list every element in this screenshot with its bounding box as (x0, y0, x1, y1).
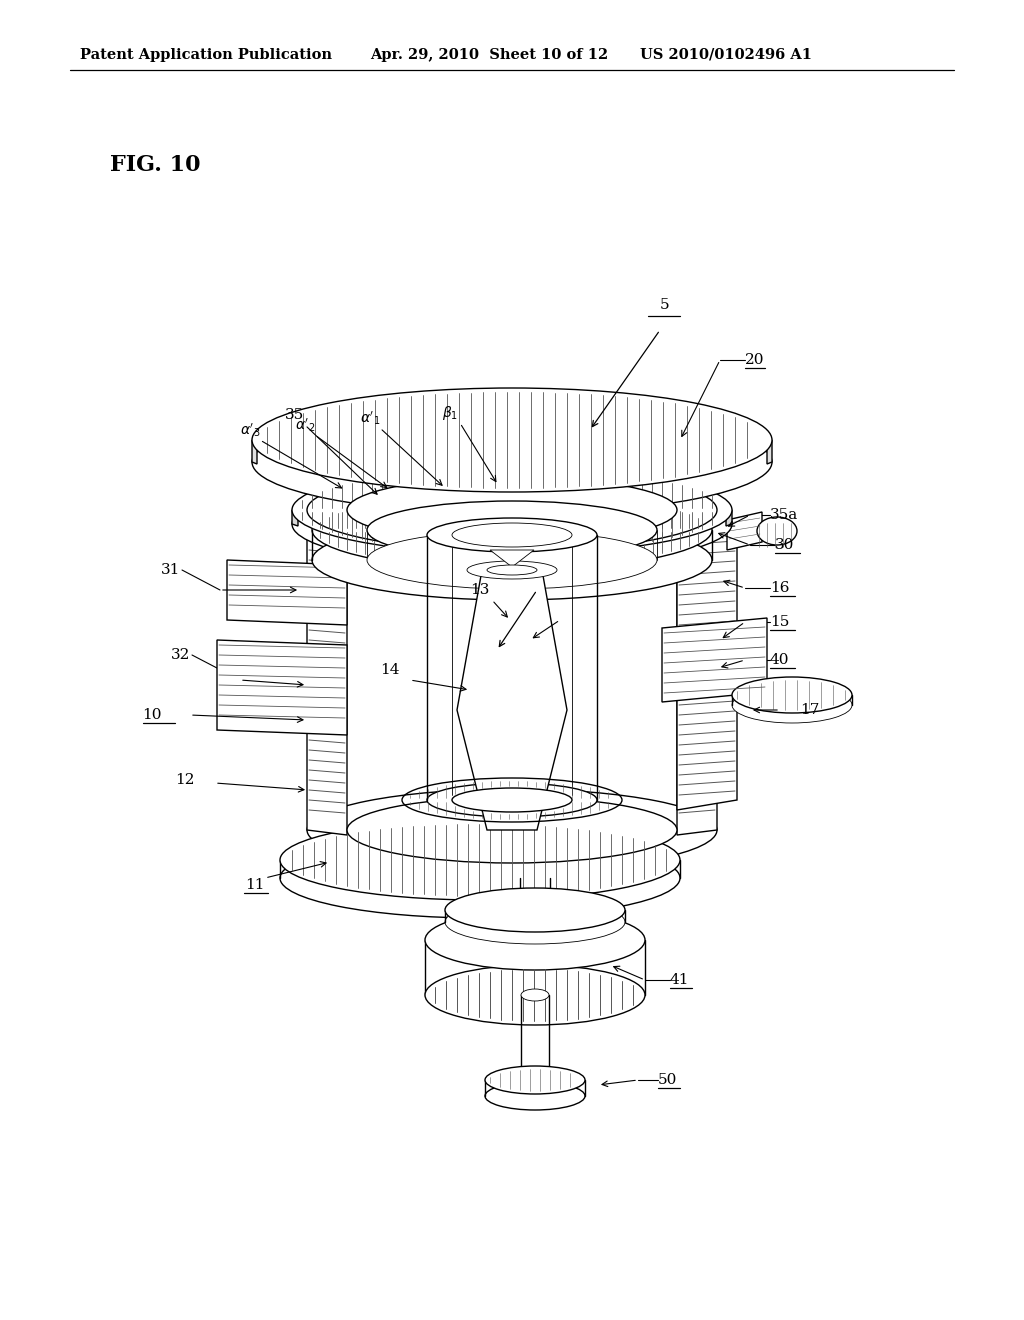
Text: 15: 15 (770, 615, 790, 630)
Ellipse shape (307, 469, 717, 550)
Polygon shape (292, 510, 298, 525)
Ellipse shape (445, 900, 625, 944)
Ellipse shape (367, 502, 657, 558)
Text: $\alpha'_3$: $\alpha'_3$ (240, 421, 260, 438)
Ellipse shape (732, 677, 852, 713)
Ellipse shape (422, 492, 602, 528)
Text: FIG. 10: FIG. 10 (110, 154, 201, 176)
Text: 35: 35 (286, 408, 304, 422)
Ellipse shape (452, 788, 572, 812)
Ellipse shape (732, 686, 852, 723)
Polygon shape (307, 510, 347, 836)
Text: 11: 11 (246, 878, 265, 892)
Text: Patent Application Publication: Patent Application Publication (80, 48, 332, 62)
Ellipse shape (520, 929, 550, 941)
Polygon shape (217, 640, 347, 735)
Ellipse shape (521, 989, 549, 1001)
Ellipse shape (307, 789, 717, 871)
Ellipse shape (427, 783, 597, 817)
Text: 40: 40 (770, 653, 790, 667)
Ellipse shape (757, 517, 797, 545)
Ellipse shape (427, 517, 597, 552)
Ellipse shape (252, 411, 772, 513)
Text: Apr. 29, 2010  Sheet 10 of 12: Apr. 29, 2010 Sheet 10 of 12 (370, 48, 608, 62)
Text: 13: 13 (471, 583, 490, 597)
Text: 10: 10 (142, 708, 162, 722)
Ellipse shape (422, 506, 602, 543)
Text: 12: 12 (175, 774, 195, 787)
Text: 35a: 35a (770, 508, 799, 521)
Text: 32: 32 (171, 648, 190, 663)
Polygon shape (662, 618, 767, 702)
Text: 5: 5 (660, 298, 670, 312)
Ellipse shape (487, 565, 537, 576)
Ellipse shape (445, 888, 625, 932)
Text: 14: 14 (381, 663, 400, 677)
Ellipse shape (312, 490, 712, 570)
Ellipse shape (485, 1082, 585, 1110)
Text: 30: 30 (775, 539, 795, 552)
Text: $\alpha'_1$: $\alpha'_1$ (359, 409, 380, 426)
Ellipse shape (280, 838, 680, 917)
Polygon shape (252, 440, 257, 465)
Ellipse shape (312, 520, 712, 601)
Polygon shape (726, 510, 732, 525)
Text: 16: 16 (770, 581, 790, 595)
Polygon shape (227, 560, 347, 624)
Ellipse shape (292, 480, 732, 568)
Text: 20: 20 (745, 352, 765, 367)
Text: 17: 17 (800, 704, 819, 717)
Text: US 2010/0102496 A1: US 2010/0102496 A1 (640, 48, 812, 62)
Text: 50: 50 (658, 1073, 677, 1086)
Polygon shape (677, 510, 717, 836)
Ellipse shape (347, 477, 677, 543)
Ellipse shape (485, 1067, 585, 1094)
Text: $\alpha'_2$: $\alpha'_2$ (295, 416, 315, 434)
Polygon shape (457, 570, 567, 830)
Ellipse shape (252, 388, 772, 492)
Ellipse shape (452, 523, 572, 546)
Text: $\beta_1$: $\beta_1$ (442, 404, 458, 422)
Ellipse shape (292, 466, 732, 554)
Polygon shape (677, 520, 737, 810)
Ellipse shape (425, 909, 645, 970)
Text: 31: 31 (161, 564, 180, 577)
Ellipse shape (347, 797, 677, 863)
Ellipse shape (367, 531, 657, 589)
Polygon shape (727, 512, 762, 550)
Ellipse shape (467, 561, 557, 579)
Polygon shape (490, 550, 534, 568)
Ellipse shape (280, 820, 680, 900)
Polygon shape (767, 440, 772, 465)
Text: 41: 41 (670, 973, 689, 987)
Ellipse shape (425, 965, 645, 1026)
